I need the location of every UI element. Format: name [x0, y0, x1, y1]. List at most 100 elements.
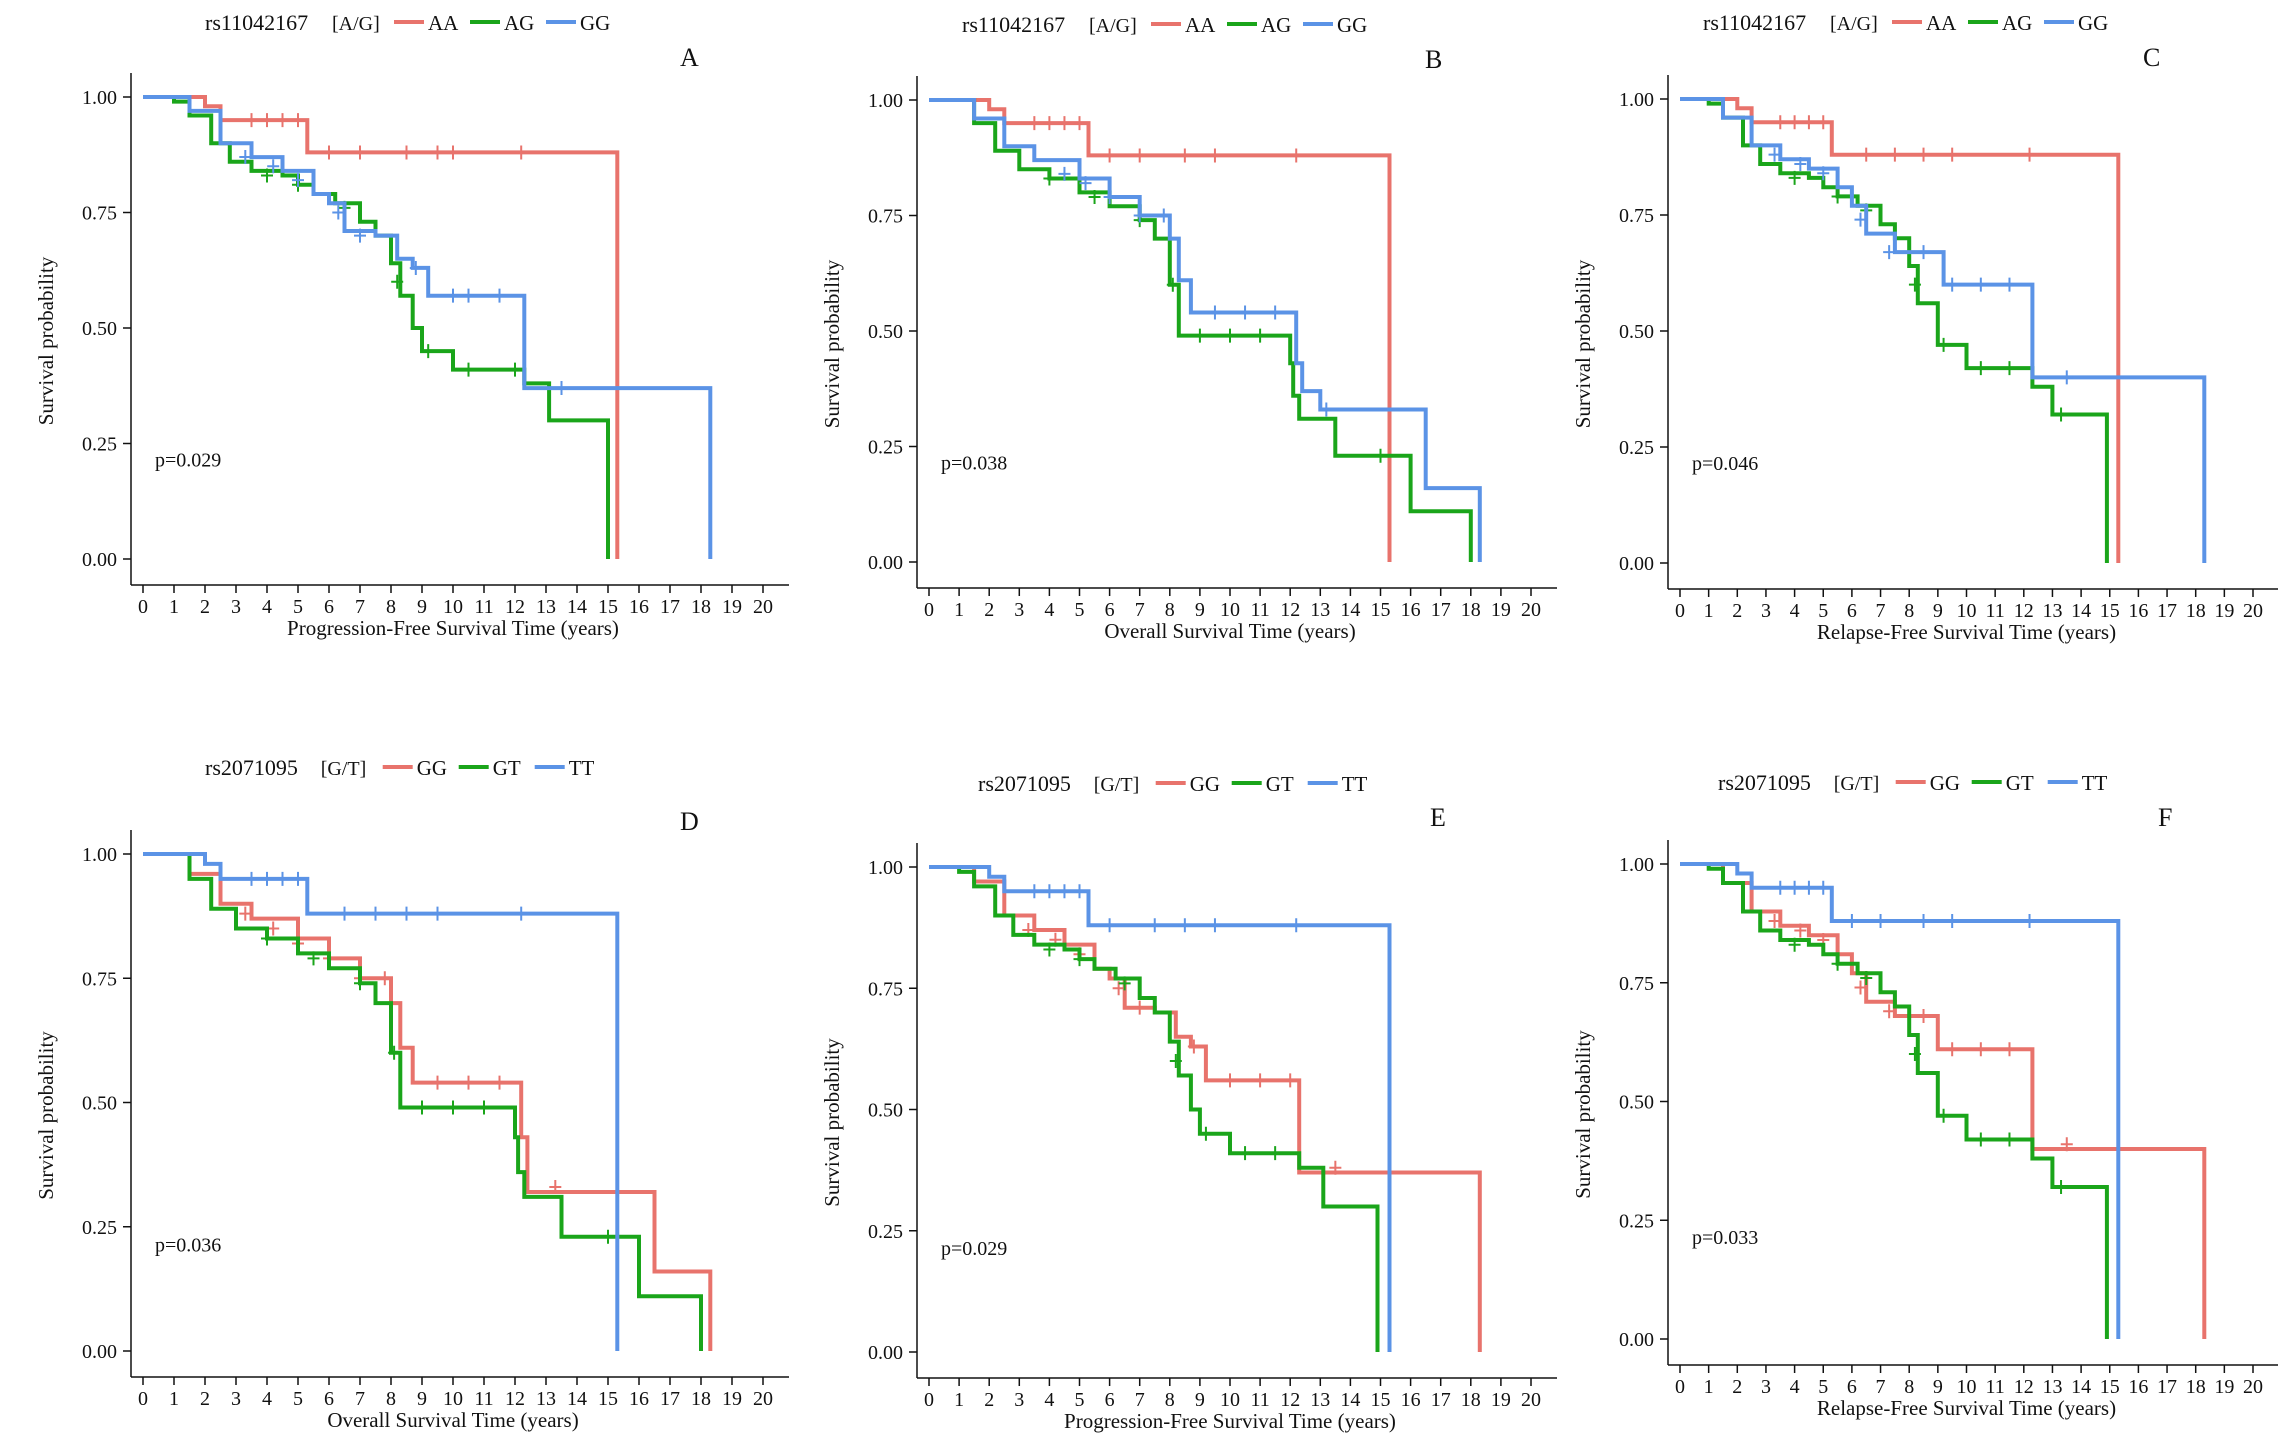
- x-tick-label: 1: [1704, 1376, 1714, 1398]
- censor-mark-tt: [515, 906, 528, 921]
- censor-mark-gg: [239, 150, 252, 165]
- censor-mark-gg: [447, 288, 459, 303]
- x-tick-label: 17: [1431, 599, 1451, 621]
- x-tick-label: 6: [1847, 600, 1857, 622]
- x-tick-label: 6: [324, 596, 334, 618]
- censor-mark-tt: [1788, 880, 1801, 895]
- censor-mark-gt: [478, 1100, 490, 1115]
- censor-mark-gt: [2003, 1132, 2016, 1147]
- x-tick-label: 12: [505, 1388, 525, 1410]
- censor-mark-aa: [1103, 148, 1116, 163]
- x-tick-label: 18: [2186, 600, 2206, 622]
- censor-mark-tt: [1058, 884, 1071, 899]
- legend-snp: rs2071095: [205, 755, 298, 780]
- censor-mark-gg: [2003, 1042, 2016, 1057]
- censor-mark-gg: [2060, 370, 2073, 385]
- censor-mark-aa: [292, 113, 304, 128]
- x-tick-label: 15: [1371, 599, 1391, 621]
- km-curve-aa: [1680, 97, 2121, 563]
- y-tick-label: 0.75: [1619, 205, 1654, 227]
- censor-mark-gg: [431, 1075, 444, 1090]
- censor-mark-ag: [2003, 361, 2016, 376]
- y-tick-label: 1.00: [868, 90, 903, 112]
- censor-mark-tt: [1043, 884, 1056, 899]
- y-axis-title: Survival probability: [820, 1038, 844, 1207]
- y-tick-label: 0.50: [868, 1100, 903, 1122]
- y-tick-label: 1.00: [1619, 89, 1654, 111]
- censor-mark-gt: [1073, 952, 1086, 967]
- censor-mark-gg: [1224, 1073, 1236, 1088]
- censor-mark-ag: [1937, 337, 1950, 352]
- x-tick-label: 14: [1340, 1389, 1360, 1411]
- censor-mark-ag: [1908, 277, 1921, 292]
- censor-mark-gg: [1946, 1042, 1959, 1057]
- x-tick-label: 16: [1401, 1389, 1421, 1411]
- x-tick-label: 6: [1105, 599, 1115, 621]
- censor-mark-aa: [1058, 116, 1071, 131]
- censor-mark-gg: [1079, 176, 1092, 191]
- censor-mark-gg: [1768, 914, 1781, 928]
- x-tick-label: 6: [1105, 1389, 1115, 1411]
- x-tick-label: 3: [1761, 1376, 1771, 1398]
- x-tick-label: 3: [231, 596, 241, 618]
- km-curve-aa: [143, 95, 620, 559]
- censor-mark-gg: [1854, 212, 1867, 227]
- censor-mark-gg: [549, 1179, 562, 1194]
- censor-mark-gt: [1908, 1047, 1921, 1061]
- x-tick-label: 8: [1165, 599, 1175, 621]
- censor-mark-gg: [332, 205, 345, 220]
- x-tick-label: 11: [1986, 1376, 2005, 1398]
- y-tick-label: 0.00: [868, 1342, 903, 1364]
- censor-mark-gt: [1831, 956, 1844, 971]
- censor-mark-aa: [1788, 115, 1801, 130]
- censor-mark-aa: [323, 145, 335, 160]
- censor-mark-gg: [292, 173, 304, 188]
- censor-mark-gg: [1974, 1042, 1987, 1057]
- censor-mark-aa: [1290, 148, 1303, 163]
- censor-mark-gg: [1883, 245, 1896, 260]
- censor-mark-gt: [447, 1100, 459, 1115]
- x-tick-label: 12: [1280, 599, 1300, 621]
- censor-mark-tt: [276, 871, 289, 886]
- censor-mark-gg: [1320, 402, 1333, 417]
- x-tick-label: 0: [1675, 1376, 1685, 1398]
- censor-mark-gg: [1187, 1039, 1200, 1054]
- censor-mark-gt: [1860, 971, 1873, 985]
- censor-mark-tt: [1178, 918, 1191, 933]
- x-tick-label: 0: [924, 599, 934, 621]
- legend-label-ag: AG: [2002, 11, 2032, 35]
- x-tick-label: 13: [1310, 1389, 1330, 1411]
- legend-label-aa: AA: [1185, 13, 1216, 37]
- x-tick-label: 17: [1431, 1389, 1451, 1411]
- legend-snp: rs2071095: [1718, 770, 1811, 795]
- x-tick-label: 5: [293, 1388, 303, 1410]
- x-axis-title: Progression-Free Survival Time (years): [287, 616, 619, 640]
- y-tick-label: 1.00: [82, 87, 117, 109]
- censor-mark-tt: [1073, 884, 1086, 899]
- y-axis-title: Survival probability: [34, 256, 58, 425]
- panel-letter: C: [2143, 43, 2160, 72]
- x-tick-label: 1: [954, 599, 964, 621]
- x-tick-label: 17: [660, 1388, 680, 1410]
- legend-alleles: [A/G]: [1830, 13, 1878, 35]
- censor-mark-gg: [354, 228, 366, 243]
- x-tick-label: 5: [1818, 600, 1828, 622]
- censor-mark-tt: [400, 906, 413, 921]
- x-tick-label: 8: [1904, 1376, 1914, 1398]
- censor-mark-tt: [1148, 918, 1161, 933]
- x-tick-label: 2: [200, 1388, 210, 1410]
- legend-alleles: [G/T]: [1094, 774, 1140, 796]
- panel-letter: B: [1425, 45, 1442, 74]
- x-tick-label: 11: [1250, 599, 1269, 621]
- x-tick-label: 2: [1732, 600, 1742, 622]
- censor-mark-gg: [1794, 923, 1807, 938]
- censor-mark-gt: [1118, 976, 1131, 991]
- legend-alleles: [A/G]: [332, 13, 380, 35]
- censor-mark-ag: [391, 274, 404, 289]
- x-axis-title: Overall Survival Time (years): [1104, 619, 1355, 643]
- censor-mark-aa: [1917, 147, 1930, 162]
- km-curve-tt: [1680, 862, 2121, 1339]
- x-tick-label: 3: [1014, 599, 1024, 621]
- y-axis-title: Survival probability: [820, 259, 844, 428]
